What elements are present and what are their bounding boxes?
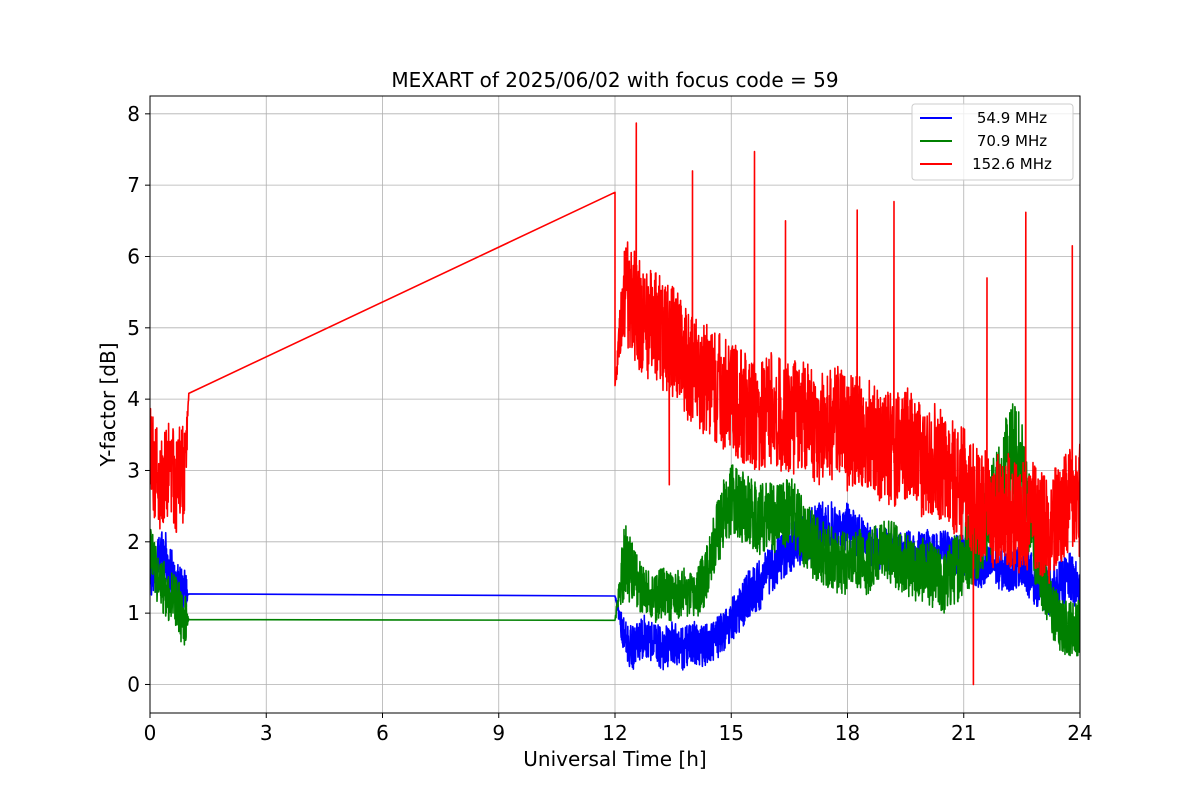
legend-label: 152.6 MHz [972,155,1052,173]
series-line-54-9-mhz [150,501,1080,671]
x-tick-label: 12 [602,721,627,745]
y-tick-label: 1 [127,601,140,625]
y-tick-label: 4 [127,387,140,411]
chart-title: MEXART of 2025/06/02 with focus code = 5… [391,68,838,92]
legend-label: 70.9 MHz [977,132,1047,150]
legend-label: 54.9 MHz [977,109,1047,127]
x-tick-label: 6 [376,721,389,745]
y-tick-label: 3 [127,458,140,482]
y-axis-label: Y-factor [dB] [96,342,120,467]
x-tick-label: 0 [144,721,157,745]
series-line-70-9-mhz [150,403,1080,657]
y-tick-label: 2 [127,530,140,554]
x-tick-label: 3 [260,721,273,745]
y-tick-label: 5 [127,316,140,340]
x-tick-label: 21 [951,721,976,745]
x-tick-label: 24 [1067,721,1092,745]
x-axis-label: Universal Time [h] [523,747,706,771]
y-tick-label: 7 [127,173,140,197]
y-tick-label: 0 [127,672,140,696]
x-tick-label: 9 [492,721,505,745]
legend: 54.9 MHz 70.9 MHz 152.6 MHz [911,103,1074,181]
y-tick-label: 6 [127,244,140,268]
series-group [150,122,1080,686]
x-tick-label: 15 [719,721,744,745]
x-tick-label: 18 [835,721,860,745]
legend-box [911,103,1074,181]
series-line-152-6-mhz [150,122,1080,686]
y-tick-label: 8 [127,102,140,126]
